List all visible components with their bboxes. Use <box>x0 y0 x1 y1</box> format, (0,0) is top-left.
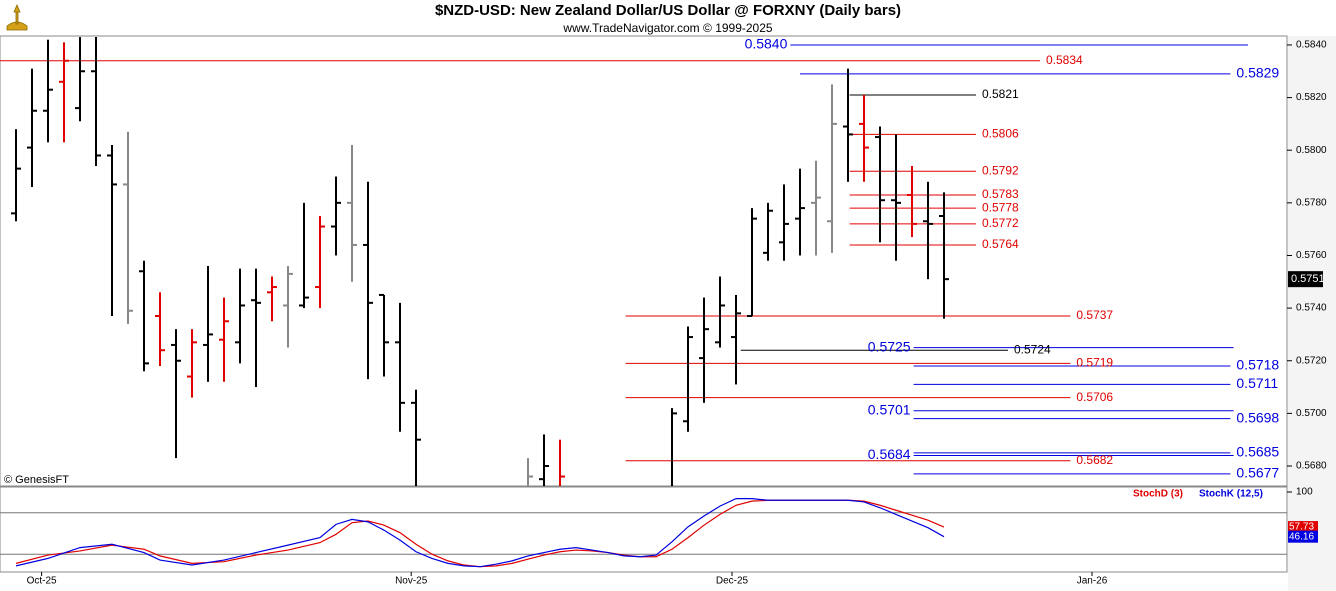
credit: © GenesisFT <box>4 474 69 486</box>
value-label: 46.16 <box>1289 531 1314 542</box>
level-label: 0.5725 <box>868 338 911 354</box>
chart-subtitle: www.TradeNavigator.com © 1999-2025 <box>562 21 772 35</box>
level-label: 0.5840 <box>745 36 788 52</box>
y-tick-label: 0.5800 <box>1296 145 1327 156</box>
value-box <box>1288 521 1318 534</box>
level-label: 0.5778 <box>982 200 1019 214</box>
x-tick-label: Jan-26 <box>1077 576 1108 587</box>
y-tick-label: 0.5740 <box>1296 303 1327 314</box>
level-label: 0.5724 <box>1014 342 1051 356</box>
level-label: 0.5821 <box>982 87 1019 101</box>
level-label: 0.5792 <box>982 163 1019 177</box>
level-label: 0.5706 <box>1076 390 1113 404</box>
legend-entry: StochD (3) <box>1133 489 1183 500</box>
y-tick-label: 0.5840 <box>1296 40 1327 51</box>
y-tick-label: 0.5680 <box>1296 461 1327 472</box>
x-tick-label: Nov-25 <box>395 576 428 587</box>
level-label: 0.5682 <box>1076 453 1113 467</box>
level-label: 0.5834 <box>1046 53 1083 67</box>
level-label: 0.5806 <box>982 127 1019 141</box>
level-label: 0.5783 <box>982 187 1019 201</box>
value-box <box>1288 530 1318 543</box>
level-label: 0.5719 <box>1076 356 1113 370</box>
level-label: 0.5685 <box>1236 444 1279 460</box>
stoch-line <box>15 498 945 568</box>
y-tick-label: 0.5700 <box>1296 408 1327 419</box>
level-label: 0.5677 <box>1236 465 1279 481</box>
axis-area <box>1288 36 1336 591</box>
stoch-panel <box>0 486 1288 573</box>
last-price-box <box>1288 271 1323 288</box>
chart-title: $NZD-USD: New Zealand Dollar/US Dollar @… <box>435 2 901 19</box>
level-label: 0.5684 <box>868 446 911 462</box>
y-tick-label: 0.5720 <box>1296 355 1327 366</box>
x-tick-label: Oct-25 <box>27 576 57 587</box>
y-tick-label: 0.5760 <box>1296 250 1327 261</box>
x-tick-label: Dec-25 <box>716 576 749 587</box>
level-label: 0.5698 <box>1236 409 1279 425</box>
last-price-label: 0.5751 <box>1291 273 1325 285</box>
level-label: 0.5829 <box>1236 65 1279 81</box>
level-label: 0.5711 <box>1236 375 1278 391</box>
level-label: 0.5737 <box>1076 308 1113 322</box>
level-label: 0.5764 <box>982 237 1019 251</box>
level-label: 0.5701 <box>868 401 911 417</box>
y-tick-label: 0.5780 <box>1296 197 1327 208</box>
logo <box>3 3 31 33</box>
value-label: 57.73 <box>1289 522 1314 533</box>
y-tick-label: 0.5820 <box>1296 92 1327 103</box>
level-label: 0.5718 <box>1236 357 1279 373</box>
level-label: 0.5772 <box>982 216 1019 230</box>
y-tick-label: 100 <box>1296 487 1313 498</box>
legend-entry: StochK (12,5) <box>1199 489 1263 500</box>
